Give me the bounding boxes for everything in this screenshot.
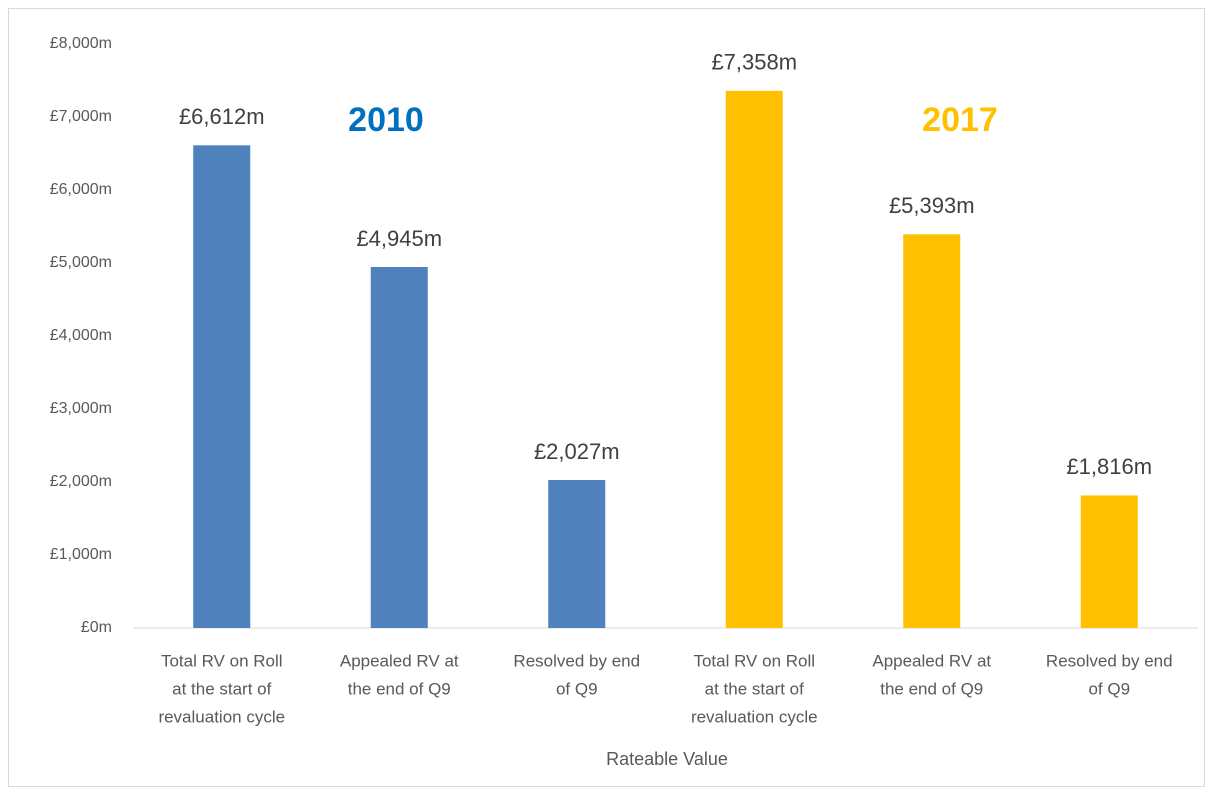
x-tick-label: of Q9 (556, 679, 598, 698)
x-tick-label: revaluation cycle (691, 707, 818, 726)
x-tick-label: Total RV on Roll (693, 651, 815, 670)
x-tick-label: revaluation cycle (158, 707, 285, 726)
annotation: 2017 (922, 101, 998, 139)
value-label: £6,612m (179, 104, 265, 129)
x-tick-label: at the start of (705, 679, 804, 698)
y-tick-label: £7,000m (50, 108, 112, 125)
annotation: 2010 (348, 101, 424, 139)
value-label: £5,393m (889, 193, 975, 218)
y-tick-label: £3,000m (50, 400, 112, 417)
x-tick-label: the end of Q9 (880, 679, 983, 698)
value-label: £2,027m (534, 439, 620, 464)
bar (1080, 495, 1138, 628)
x-axis-title: Rateable Value (606, 749, 728, 769)
y-tick-label: £8,000m (50, 35, 112, 52)
value-label: £1,816m (1066, 454, 1152, 479)
x-tick-label: Resolved by end (513, 651, 640, 670)
bar (370, 267, 428, 628)
x-tick-label: of Q9 (1088, 679, 1130, 698)
bar (725, 90, 783, 629)
x-tick-label: Resolved by end (1046, 651, 1173, 670)
x-tick-label: Appealed RV at (872, 651, 991, 670)
bar (193, 145, 251, 628)
x-tick-label: Appealed RV at (340, 651, 459, 670)
y-tick-label: £6,000m (50, 181, 112, 198)
x-tick-label: at the start of (172, 679, 271, 698)
y-tick-label: £5,000m (50, 254, 112, 271)
bar (548, 480, 606, 628)
x-tick-label: the end of Q9 (348, 679, 451, 698)
y-tick-label: £1,000m (50, 546, 112, 563)
y-tick-label: £2,000m (50, 473, 112, 490)
y-tick-label: £0m (81, 619, 112, 636)
y-tick-label: £4,000m (50, 327, 112, 344)
x-tick-label: Total RV on Roll (161, 651, 283, 670)
value-label: £7,358m (711, 50, 797, 75)
bar (903, 234, 961, 628)
value-label: £4,945m (356, 226, 442, 251)
